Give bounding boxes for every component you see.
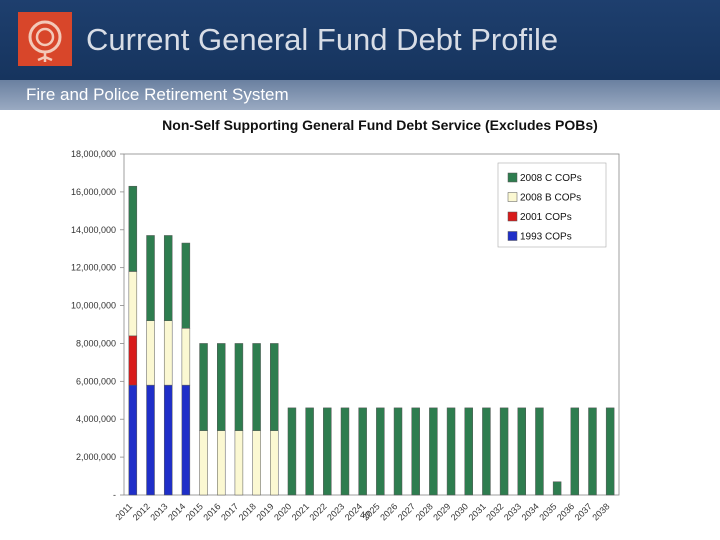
bar-segment: [128, 185, 138, 272]
legend-label: 1993 COPs: [520, 232, 572, 243]
bar-segment: [252, 343, 261, 431]
bar-segment: [499, 407, 509, 496]
y-tick-label: 14,000,000: [71, 225, 116, 235]
bar-segment: [482, 407, 491, 496]
y-tick-label: 4,000,000: [76, 414, 116, 424]
y-tick-label: 18,000,000: [71, 149, 116, 159]
x-tick-label: 2012: [131, 501, 152, 522]
bar-segment: [570, 407, 580, 496]
legend-swatch: [507, 211, 518, 222]
title-bar: [0, 0, 720, 80]
x-tick-label: 2033: [502, 501, 523, 522]
bar-segment: [429, 407, 438, 496]
bar-segment: [340, 407, 350, 496]
rose-logo-icon: [18, 12, 72, 66]
bar-segment: [234, 343, 244, 431]
bar-segment: [217, 343, 226, 431]
x-tick-label: 2034: [520, 501, 541, 522]
x-tick-label: 2018: [237, 501, 258, 522]
y-tick-label: 10,000,000: [71, 301, 116, 311]
x-tick-label: 2011: [113, 501, 134, 522]
x-tick-label: 2031: [467, 501, 488, 522]
legend-swatch: [507, 231, 518, 241]
bar-segment: [270, 343, 279, 431]
bar-segment: [199, 430, 208, 496]
page-subtitle: Fire and Police Retirement System: [26, 85, 289, 104]
x-tick-label: 2029: [431, 501, 452, 522]
bar-segment: [146, 235, 155, 321]
bar-segment: [446, 407, 456, 496]
legend-label: 2001 COPs: [520, 212, 572, 223]
y-tick-label: 12,000,000: [71, 263, 116, 273]
bar-segment: [163, 320, 173, 386]
bar-segment: [305, 407, 314, 496]
x-tick-label: 2023: [325, 501, 346, 522]
bar-segment: [181, 384, 191, 496]
bar-segment: [128, 384, 138, 496]
bar-segment: [411, 407, 420, 496]
bar-segment: [552, 481, 562, 496]
y-tick-label: 2,000,000: [76, 452, 116, 462]
bar-segment: [464, 407, 473, 496]
bar-segment: [163, 235, 173, 321]
x-tick-label: 2016: [201, 501, 222, 522]
bar-segment: [376, 407, 385, 496]
x-tick-label: 2027: [396, 501, 417, 522]
bar-segment: [128, 271, 138, 337]
bar-segment: [517, 407, 526, 496]
y-tick-label: -: [113, 490, 116, 500]
bar-segment: [234, 430, 244, 496]
x-tick-label: 2030: [449, 501, 470, 522]
x-tick-label: 2032: [484, 501, 505, 522]
bar-segment: [323, 407, 332, 496]
bar-segment: [146, 384, 155, 496]
y-tick-label: 6,000,000: [76, 376, 116, 386]
y-tick-label: 16,000,000: [71, 187, 116, 197]
bar-segment: [146, 320, 155, 386]
bar-segment: [588, 407, 597, 496]
bar-segment: [358, 407, 367, 496]
bar-segment: [181, 328, 191, 386]
x-tick-label: 2022: [307, 501, 328, 522]
x-tick-label: 2035: [537, 501, 558, 522]
x-tick-label: 2019: [254, 501, 275, 522]
bar-segment: [128, 335, 138, 386]
chart-title: Non-Self Supporting General Fund Debt Se…: [162, 117, 598, 133]
x-tick-label: 2026: [378, 501, 399, 522]
bar-segment: [287, 407, 297, 496]
bar-segment: [217, 430, 226, 496]
legend-label: 2008 C COPs: [520, 173, 582, 184]
x-tick-label: 2015: [184, 501, 205, 522]
bar-segment: [181, 242, 191, 329]
x-tick-label: 2028: [414, 501, 435, 522]
bar-segment: [393, 407, 403, 496]
bar-segment: [605, 407, 615, 496]
legend-label: 2008 B COPs: [520, 193, 581, 204]
legend-swatch: [507, 172, 518, 183]
x-tick-label: 2017: [219, 501, 240, 522]
x-tick-label: 2037: [573, 501, 594, 522]
bar-segment: [270, 430, 279, 496]
bar-segment: [252, 430, 261, 496]
x-tick-label: 2014: [166, 501, 187, 522]
bar-segment: [535, 407, 544, 496]
bar-segment: [199, 343, 208, 431]
x-tick-label: 2021: [290, 501, 311, 522]
legend-swatch: [507, 192, 518, 202]
x-tick-label: 2020: [272, 501, 293, 522]
x-tick-label: 2013: [148, 501, 169, 522]
page-title: Current General Fund Debt Profile: [86, 22, 559, 57]
x-tick-label: 2038: [590, 501, 611, 522]
x-tick-label: 2036: [555, 501, 576, 522]
subtitle-bar: [0, 80, 720, 110]
bar-segment: [163, 384, 173, 496]
y-tick-label: 8,000,000: [76, 338, 116, 348]
page-number: 40: [360, 510, 370, 520]
